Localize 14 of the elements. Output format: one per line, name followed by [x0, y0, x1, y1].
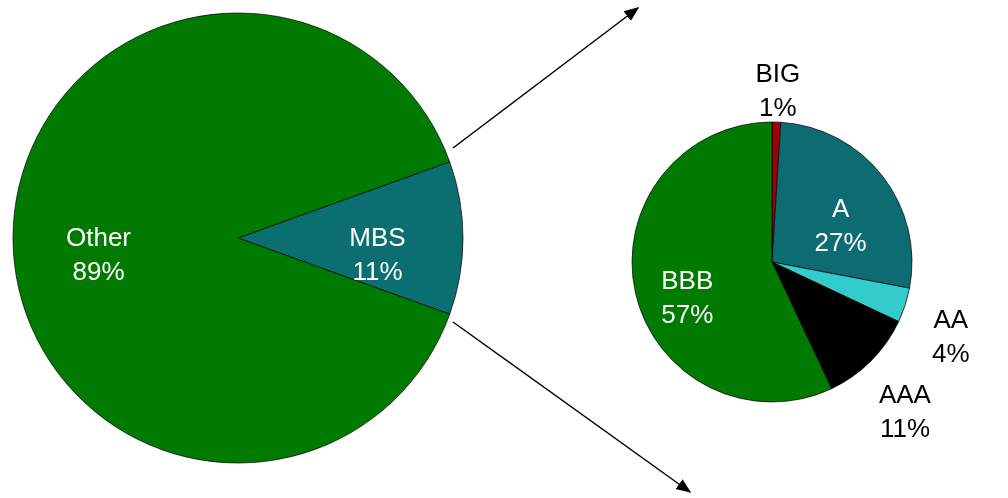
- data-label: 57%: [661, 298, 714, 329]
- slice-label: AAA: [878, 378, 932, 409]
- slice-label: AA: [933, 304, 969, 335]
- data-label: 11%: [879, 412, 930, 443]
- slice-label: A: [831, 192, 850, 223]
- slice-label: BIG: [755, 58, 801, 89]
- slice-label: Other: [65, 222, 132, 252]
- slice-label: MBS: [349, 222, 406, 252]
- data-label: 89%: [72, 255, 125, 286]
- slice-label: BBB: [661, 264, 714, 295]
- data-label: 27%: [814, 226, 867, 257]
- data-label: 1%: [759, 91, 797, 122]
- data-label: 4%: [932, 337, 970, 368]
- data-label: 11%: [352, 255, 403, 286]
